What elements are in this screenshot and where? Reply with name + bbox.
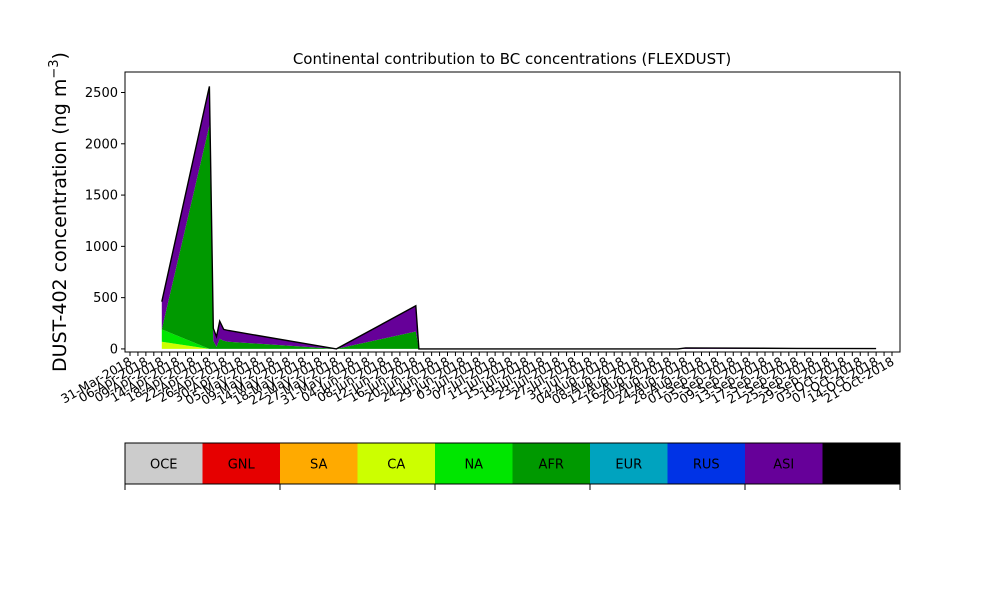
y-tick-label: 0 (110, 342, 118, 357)
legend-frame (124, 442, 901, 485)
y-tick-label: 1500 (85, 189, 118, 204)
stacked-areas (161, 86, 877, 350)
legend-label-oce: OCE (150, 458, 178, 473)
legend-label-gnl: GNL (228, 458, 256, 473)
legend-label-eur: EUR (615, 458, 642, 473)
area-afr (161, 125, 877, 349)
y-tick-label: 2500 (85, 86, 118, 101)
legend-swatch-ca (357, 443, 435, 484)
area-eur (161, 125, 877, 349)
area-asi (161, 86, 877, 349)
x-axis: 31-Mar-201806-Apr-201809-Apr-201814-Apr-… (58, 352, 897, 408)
y-axis-label-superscript: −3 (47, 59, 62, 78)
chart-title: Continental contribution to BC concentra… (293, 50, 731, 68)
legend-swatch-sa (280, 443, 358, 484)
legend-label-rus: RUS (693, 458, 720, 473)
y-tick-label: 2000 (85, 137, 118, 152)
legend-swatch-oce (125, 443, 203, 484)
area-aus (161, 86, 877, 349)
legend-swatch-eur (590, 443, 668, 484)
legend-swatch-rus (667, 443, 745, 484)
y-axis-label-close: ) (49, 52, 71, 59)
legend-swatch-aus (822, 443, 900, 484)
area-rus (161, 125, 877, 349)
total-outline (161, 86, 877, 350)
legend-label-ca: CA (387, 458, 405, 473)
y-axis: 0 500 1000 1500 2000 2500 (85, 86, 125, 357)
legend-swatch-na (435, 443, 513, 484)
legend-swatch-gnl (202, 443, 280, 484)
y-tick-label: 1000 (85, 240, 118, 255)
legend-swatch-afr (512, 443, 590, 484)
plot-frame (124, 71, 901, 353)
legend-colorbar: OCE GNL SA CA NA AFR EUR RUS ASI AUS (124, 442, 901, 490)
legend-label-sa: SA (310, 458, 327, 473)
legend-label-aus: AUS (848, 458, 875, 473)
legend-label-na: NA (464, 458, 483, 473)
y-tick-label: 500 (93, 291, 118, 306)
y-axis-label: DUST-402 concentration (ng m−3) (47, 52, 71, 372)
y-axis-label-main: DUST-402 concentration (ng m (49, 79, 71, 372)
legend-swatch-asi (745, 443, 823, 484)
legend-label-asi: ASI (773, 458, 794, 473)
legend-label-afr: AFR (539, 458, 564, 473)
